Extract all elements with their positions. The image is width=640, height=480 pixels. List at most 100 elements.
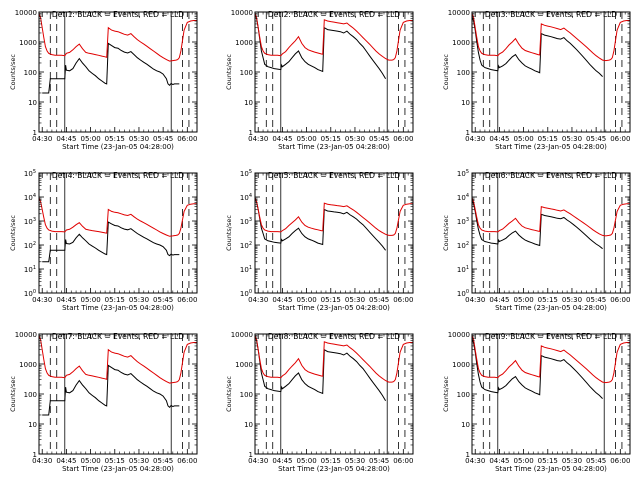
y-tick-label: 101 [240,265,252,274]
x-tick-label: 06:00 [610,296,630,304]
plot-frame [471,11,631,133]
y-tick-label: 10 [244,99,253,107]
chart-panel-8: Det 8: BLACK = Events, RED = LLD 1 10 100 10… [225,331,414,473]
y-tick-label: 100 [24,69,37,77]
chart-panel-2: Det 2: BLACK = Events, RED = LLD 1 10 100 10… [225,9,414,151]
y-axis-label: Counts/sec [225,215,233,251]
x-axis-label: Start Time (23-Jan-05 04:28:00) [278,143,390,151]
y-tick-label: 100 [240,391,253,399]
x-axis-label: Start Time (23-Jan-05 04:28:00) [278,304,390,312]
y-tick-label: 105 [457,169,469,178]
y-axis-label: Counts/sec [9,376,17,412]
plot-area [472,334,630,454]
x-tick-label: 04:30 [32,135,52,143]
series-lld-line [39,197,197,237]
y-tick-label: 10000 [15,9,37,17]
x-tick-label: 05:15 [538,457,558,465]
y-tick-label: 1000 [235,39,253,47]
x-tick-label: 04:30 [248,457,268,465]
x-tick-label: 04:45 [272,457,292,465]
y-tick-label: 102 [24,241,36,250]
series-lld-line [255,13,413,61]
y-tick-label: 1 [249,451,253,459]
y-tick-label: 10 [461,421,470,429]
series-events-line [255,335,387,401]
y-tick-label: 101 [457,265,469,274]
y-tick-label: 103 [24,217,36,226]
plot-area [255,334,413,454]
y-axis-label: Counts/sec [442,215,450,251]
y-tick-label: 103 [240,217,252,226]
plot-frame [254,333,414,455]
y-tick-label: 100 [457,69,470,77]
chart-title: Det 5: BLACK = Events, RED = LLD [268,171,400,180]
y-axis-label: Counts/sec [9,54,17,90]
y-tick-label: 102 [457,241,469,250]
chart-title: Det 7: BLACK = Events, RED = LLD [52,332,184,341]
y-tick-label: 10 [28,421,37,429]
series-events-line [42,42,180,94]
x-tick-label: 04:45 [272,296,292,304]
plot-area [39,173,197,293]
series-events-line [472,16,603,77]
x-tick-label: 04:30 [32,457,52,465]
series-lld-line [472,197,630,237]
y-axis-label: Counts/sec [442,376,450,412]
y-tick-label: 1000 [452,361,470,369]
x-tick-label: 06:00 [610,135,630,143]
x-tick-label: 05:30 [129,135,149,143]
y-tick-label: 10000 [231,331,253,339]
x-tick-label: 05:15 [538,135,558,143]
x-tick-label: 05:00 [296,296,316,304]
x-tick-label: 05:00 [513,457,533,465]
y-tick-label: 1000 [235,361,253,369]
chart-panel-9: Det 9: BLACK = Events, RED = LLD 1 10 100 10… [442,331,631,473]
y-tick-label: 104 [457,193,469,202]
x-axis-label: Start Time (23-Jan-05 04:28:00) [495,143,607,151]
y-tick-label: 100 [457,289,469,298]
chart-panel-4: Det 4: BLACK = Events, RED = LLD 100 101 10… [9,169,198,312]
x-tick-label: 05:00 [513,135,533,143]
x-tick-label: 05:45 [369,457,389,465]
y-tick-label: 105 [240,169,252,178]
x-tick-label: 04:30 [465,296,485,304]
series-lld-line [39,335,197,384]
series-lld-line [39,13,197,62]
y-tick-label: 100 [457,391,470,399]
x-tick-label: 05:30 [345,135,365,143]
x-tick-label: 05:45 [586,457,606,465]
plot-frame [471,333,631,455]
x-tick-label: 05:00 [296,457,316,465]
x-tick-label: 04:45 [489,296,509,304]
chart-panel-6: Det 6: BLACK = Events, RED = LLD 100 101 10… [442,169,631,312]
series-lld-line [472,335,630,384]
series-lld-line [472,13,630,62]
y-tick-label: 100 [24,391,37,399]
x-tick-label: 06:00 [177,457,197,465]
chart-title: Det 9: BLACK = Events, RED = LLD [485,332,617,341]
x-tick-label: 04:30 [248,296,268,304]
series-lld-line [255,335,413,383]
x-tick-label: 06:00 [393,296,413,304]
x-tick-label: 05:45 [369,135,389,143]
y-tick-label: 10 [461,99,470,107]
series-events-line [42,364,180,416]
y-tick-label: 105 [24,169,36,178]
y-tick-label: 10 [28,99,37,107]
x-tick-label: 06:00 [610,457,630,465]
x-tick-label: 05:45 [153,296,173,304]
y-tick-label: 102 [240,241,252,250]
x-tick-label: 04:45 [56,457,76,465]
series-events-line [255,13,387,79]
x-tick-label: 05:15 [538,296,558,304]
plot-frame [471,172,631,294]
x-axis-label: Start Time (23-Jan-05 04:28:00) [62,304,174,312]
x-tick-label: 05:45 [586,296,606,304]
chart-panel-1: Det 1: BLACK = Events, RED = LLD 1 10 100 10… [9,9,198,151]
x-tick-label: 05:45 [586,135,606,143]
plot-frame [254,11,414,133]
series-events-line [42,221,180,263]
x-tick-label: 05:00 [80,457,100,465]
plot-frame [38,11,198,133]
